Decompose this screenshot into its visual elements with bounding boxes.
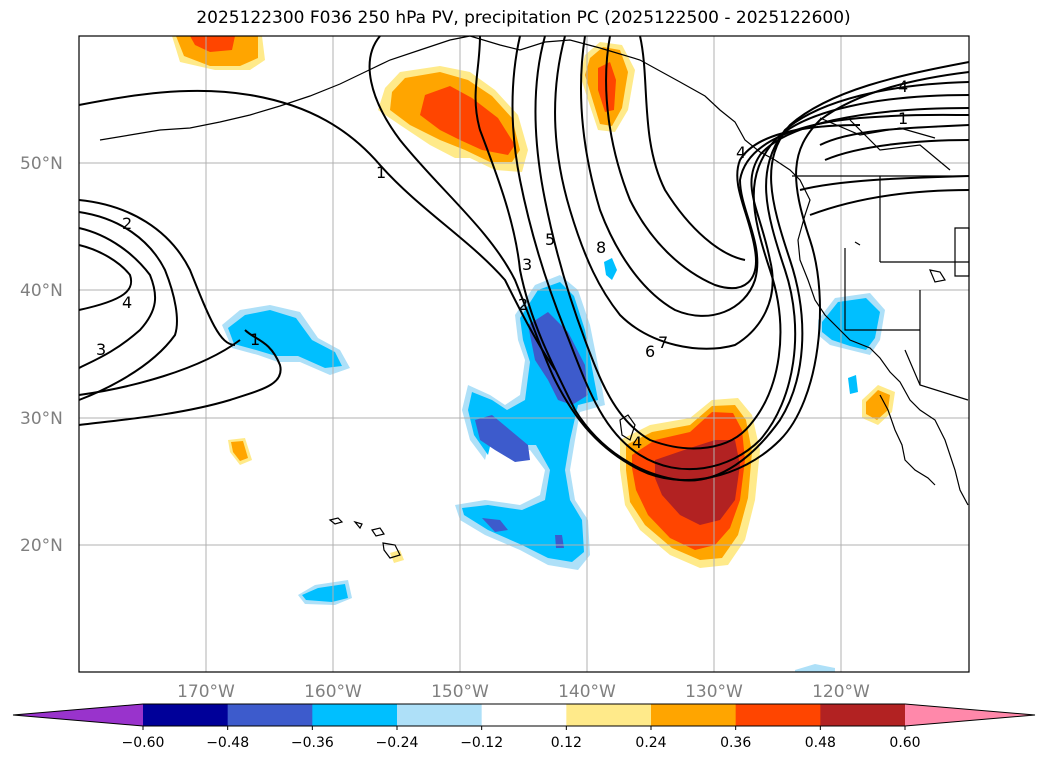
precip-negative-patch	[848, 375, 858, 394]
lon-label: 170°W	[177, 682, 235, 702]
contour-label: 6	[645, 342, 655, 361]
precip-positive-patch	[172, 36, 265, 70]
contour-label: 1	[898, 109, 908, 128]
colorbar-segment	[651, 704, 737, 726]
colorbar-segment	[481, 704, 567, 726]
precip-negative-patch	[604, 258, 617, 280]
colorbar-segment	[566, 704, 652, 726]
longitude-labels: 170°W 160°W 150°W 140°W 130°W 120°W	[177, 682, 870, 702]
precip-negative-patch	[222, 305, 350, 375]
colorbar-tick-label: 0.36	[720, 735, 751, 751]
precip-positive-patch	[228, 438, 252, 465]
precip-negative-patch	[795, 664, 835, 672]
contour-label: 2	[518, 295, 528, 314]
contour-label: 1	[376, 163, 386, 182]
precip-negative-patch	[818, 293, 885, 355]
colorbar-segment	[397, 704, 483, 726]
lon-label: 150°W	[431, 682, 489, 702]
lon-label: 120°W	[812, 682, 870, 702]
precip-negative-patch	[455, 275, 605, 570]
contour-label: 7	[658, 333, 668, 352]
colorbar-segment	[143, 704, 229, 726]
lon-label: 140°W	[558, 682, 616, 702]
colorbar-tick-label: −0.48	[206, 735, 249, 751]
lon-label: 160°W	[304, 682, 362, 702]
pv-contour-labels: 1 2 3 4 5 6 7 8 1 2 3 4 1 4 4	[96, 77, 908, 452]
pv-contours	[78, 35, 970, 482]
map-frame	[78, 35, 970, 673]
contour-label: 1	[250, 330, 260, 349]
lat-label: 30°N	[20, 409, 63, 429]
contour-label: 2	[122, 214, 132, 233]
precip-fill-layer	[172, 36, 895, 672]
lat-label: 40°N	[20, 281, 63, 301]
precip-positive-patch	[378, 66, 528, 172]
contour-label: 3	[522, 255, 532, 274]
latitude-labels: 50°N 40°N 30°N 20°N	[20, 154, 63, 556]
colorbar-segment	[312, 704, 398, 726]
colorbar-segment	[735, 704, 821, 726]
lon-label: 130°W	[685, 682, 743, 702]
map-title: 2025122300 F036 250 hPa PV, precipitatio…	[196, 8, 851, 28]
colorbar-tick-label: −0.24	[376, 735, 419, 751]
colorbar-tick-label: −0.12	[460, 735, 503, 751]
colorbar-extend-max	[905, 704, 1035, 726]
colorbar-tick-label: 0.48	[805, 735, 836, 751]
colorbar-tick-label: 0.60	[889, 735, 920, 751]
lat-label: 50°N	[20, 154, 63, 174]
colorbar-tick-label: 0.12	[551, 735, 582, 751]
lat-label: 20°N	[20, 536, 63, 556]
contour-label: 4	[122, 293, 132, 312]
contour-label: 5	[545, 230, 555, 249]
coastlines	[99, 35, 970, 559]
colorbar-segment	[820, 704, 906, 726]
colorbar-tick-label: −0.60	[122, 735, 165, 751]
graticule	[79, 36, 969, 672]
colorbar-extend-min	[13, 704, 143, 726]
colorbar-tick-label: −0.36	[291, 735, 334, 751]
contour-label: 4	[898, 77, 908, 96]
contour-label: 3	[96, 340, 106, 359]
contour-label: 4	[632, 433, 642, 452]
contour-label: 8	[596, 238, 606, 257]
contour-label: 4	[736, 143, 746, 162]
colorbar-tick-label: 0.24	[635, 735, 666, 751]
precip-positive-patch	[862, 385, 895, 425]
colorbar-segment	[227, 704, 313, 726]
precip-negative-patch	[298, 580, 352, 605]
colorbar: −0.60 −0.48 −0.36 −0.24 −0.12 0.12 0.24 0.36 0.4…	[12, 703, 1036, 751]
